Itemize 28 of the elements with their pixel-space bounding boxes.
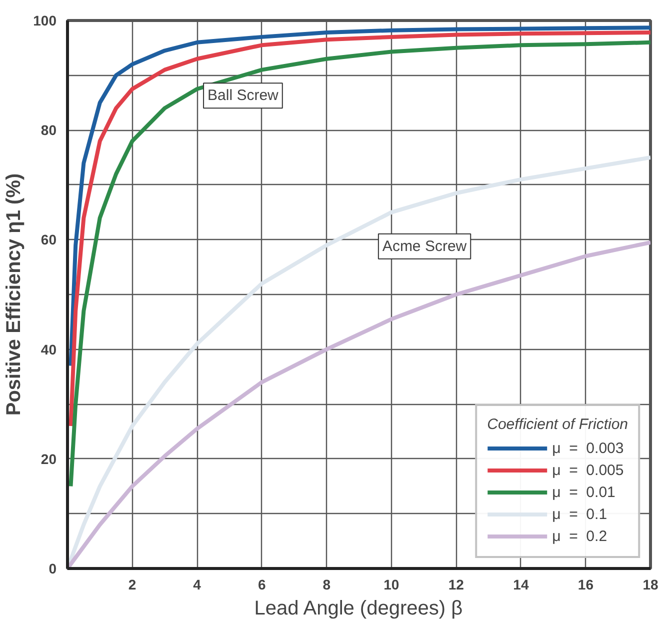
x-tick-label: 4: [193, 576, 202, 592]
line-series: [68, 30, 650, 428]
legend-label: μ = 0.003: [552, 440, 624, 456]
y-tick-label: 20: [40, 450, 57, 467]
legend-label: μ = 0.2: [552, 528, 608, 544]
x-tick-label: 12: [448, 576, 464, 592]
legend-label: μ = 0.01: [552, 484, 616, 500]
legend-label: μ = 0.1: [552, 506, 608, 522]
annotation: Ball Screw: [208, 87, 279, 104]
x-tick-label: 16: [578, 576, 594, 592]
legend-title: Coefficient of Friction: [487, 416, 628, 433]
x-tick-label: 18: [642, 576, 658, 592]
y-tick-label: 40: [40, 341, 57, 358]
line-series: [68, 40, 650, 488]
x-tick-label: 6: [258, 576, 266, 592]
y-tick-label: 60: [40, 232, 57, 248]
x-axis-title: Lead Angle (degrees) β: [254, 598, 463, 620]
y-tick-label: 80: [40, 122, 57, 138]
y-axis-title: Positive Efficiency η1 (%): [3, 173, 26, 416]
x-tick-label: 14: [513, 576, 529, 592]
x-tick-label: 10: [384, 576, 400, 592]
x-tick-label: 8: [322, 576, 331, 592]
x-tick-label: 2: [128, 576, 136, 592]
y-tick-label: 100: [33, 12, 57, 28]
y-tick-label: 0: [48, 560, 57, 576]
line-series: [68, 26, 650, 368]
legend-label: μ = 0.005: [552, 462, 624, 478]
annotation: Acme Screw: [382, 238, 467, 255]
